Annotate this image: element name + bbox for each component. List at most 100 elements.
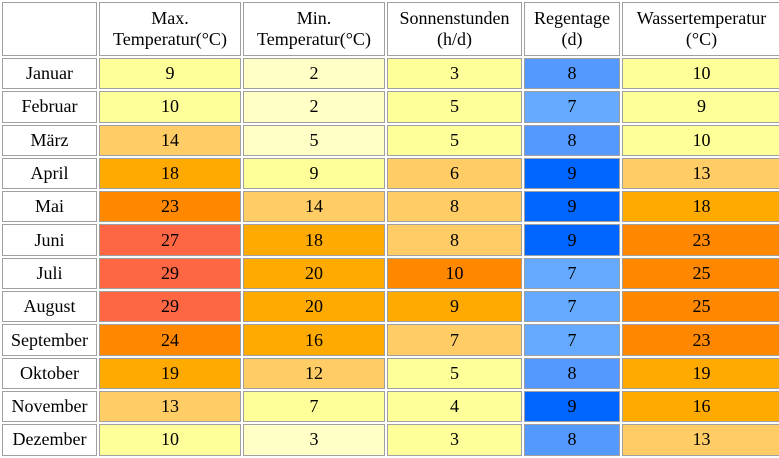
cell-min-temperature: 5: [243, 124, 385, 156]
table-row: Juni 27 18 8 9 23: [2, 224, 779, 256]
cell-min-temperature: 16: [243, 324, 385, 356]
cell-rain-days: 7: [524, 324, 620, 356]
table-row: Mai 23 14 8 9 18: [2, 191, 779, 223]
cell-water-temperature: 10: [622, 124, 779, 156]
cell-min-temperature: 3: [243, 424, 385, 456]
header-row: Max. Temperatur(°C) Min. Temperatur(°C) So…: [2, 2, 779, 56]
cell-sunshine-hours: 9: [387, 291, 522, 323]
cell-water-temperature: 25: [622, 257, 779, 290]
table-row: Dezember 10 3 3 8 13: [2, 424, 779, 456]
cell-sunshine-hours: 3: [387, 424, 522, 456]
header-line: Min.: [296, 8, 332, 28]
corner-cell: [2, 2, 97, 56]
header-rain-days: Regentage (d): [524, 2, 620, 56]
cell-rain-days: 9: [524, 191, 620, 223]
header-line: Temperatur(°C): [113, 29, 227, 49]
header-line: (d): [561, 29, 583, 49]
header-line: Sonnenstunden: [399, 8, 510, 28]
cell-max-temperature: 19: [99, 357, 241, 389]
cell-max-temperature: 18: [99, 157, 241, 190]
cell-rain-days: 7: [524, 291, 620, 323]
month-label: August: [2, 291, 97, 323]
header-line: Wassertemperatur: [636, 8, 767, 28]
table-row: März 14 5 5 8 10: [2, 124, 779, 156]
cell-min-temperature: 20: [243, 257, 385, 290]
cell-rain-days: 9: [524, 390, 620, 423]
cell-sunshine-hours: 6: [387, 157, 522, 190]
table-row: August 29 20 9 7 25: [2, 291, 779, 323]
cell-sunshine-hours: 5: [387, 91, 522, 123]
cell-sunshine-hours: 8: [387, 191, 522, 223]
month-label: März: [2, 124, 97, 156]
table-row: November 13 7 4 9 16: [2, 390, 779, 423]
cell-max-temperature: 23: [99, 191, 241, 223]
header-line: (h/d): [437, 29, 472, 49]
cell-rain-days: 7: [524, 257, 620, 290]
table-row: Juli 29 20 10 7 25: [2, 257, 779, 290]
cell-sunshine-hours: 8: [387, 224, 522, 256]
header-max-temperature: Max. Temperatur(°C): [99, 2, 241, 56]
cell-max-temperature: 29: [99, 257, 241, 290]
month-label: Oktober: [2, 357, 97, 389]
header-line: Regentage: [534, 8, 610, 28]
month-label: Juli: [2, 257, 97, 290]
table-row: September 24 16 7 7 23: [2, 324, 779, 356]
cell-sunshine-hours: 10: [387, 257, 522, 290]
cell-sunshine-hours: 7: [387, 324, 522, 356]
month-label: Juni: [2, 224, 97, 256]
cell-max-temperature: 10: [99, 91, 241, 123]
cell-max-temperature: 9: [99, 58, 241, 90]
cell-max-temperature: 29: [99, 291, 241, 323]
cell-water-temperature: 13: [622, 157, 779, 190]
cell-rain-days: 8: [524, 58, 620, 90]
cell-rain-days: 8: [524, 357, 620, 389]
month-label: Mai: [2, 191, 97, 223]
cell-water-temperature: 13: [622, 424, 779, 456]
cell-rain-days: 8: [524, 424, 620, 456]
table-row: April 18 9 6 9 13: [2, 157, 779, 190]
cell-water-temperature: 10: [622, 58, 779, 90]
cell-min-temperature: 14: [243, 191, 385, 223]
cell-sunshine-hours: 4: [387, 390, 522, 423]
cell-min-temperature: 2: [243, 58, 385, 90]
cell-rain-days: 9: [524, 224, 620, 256]
cell-sunshine-hours: 5: [387, 124, 522, 156]
cell-min-temperature: 18: [243, 224, 385, 256]
header-line: (°C): [685, 29, 718, 49]
cell-water-temperature: 23: [622, 324, 779, 356]
header-min-temperature: Min. Temperatur(°C): [243, 2, 385, 56]
cell-water-temperature: 16: [622, 390, 779, 423]
cell-water-temperature: 9: [622, 91, 779, 123]
month-label: Januar: [2, 58, 97, 90]
cell-min-temperature: 12: [243, 357, 385, 389]
cell-sunshine-hours: 3: [387, 58, 522, 90]
month-label: September: [2, 324, 97, 356]
month-label: Dezember: [2, 424, 97, 456]
cell-max-temperature: 13: [99, 390, 241, 423]
table-row: Oktober 19 12 5 8 19: [2, 357, 779, 389]
table-row: Januar 9 2 3 8 10: [2, 58, 779, 90]
cell-rain-days: 8: [524, 124, 620, 156]
cell-max-temperature: 14: [99, 124, 241, 156]
cell-min-temperature: 20: [243, 291, 385, 323]
cell-max-temperature: 24: [99, 324, 241, 356]
header-line: Temperatur(°C): [257, 29, 371, 49]
cell-rain-days: 9: [524, 157, 620, 190]
header-line: Max.: [151, 8, 189, 28]
cell-rain-days: 7: [524, 91, 620, 123]
header-water-temperature: Wassertemperatur (°C): [622, 2, 779, 56]
table-row: Februar 10 2 5 7 9: [2, 91, 779, 123]
cell-water-temperature: 25: [622, 291, 779, 323]
cell-min-temperature: 7: [243, 390, 385, 423]
month-label: November: [2, 390, 97, 423]
cell-water-temperature: 19: [622, 357, 779, 389]
cell-water-temperature: 23: [622, 224, 779, 256]
cell-min-temperature: 9: [243, 157, 385, 190]
cell-max-temperature: 27: [99, 224, 241, 256]
header-sunshine-hours: Sonnenstunden (h/d): [387, 2, 522, 56]
month-label: April: [2, 157, 97, 190]
cell-min-temperature: 2: [243, 91, 385, 123]
month-label: Februar: [2, 91, 97, 123]
cell-water-temperature: 18: [622, 191, 779, 223]
